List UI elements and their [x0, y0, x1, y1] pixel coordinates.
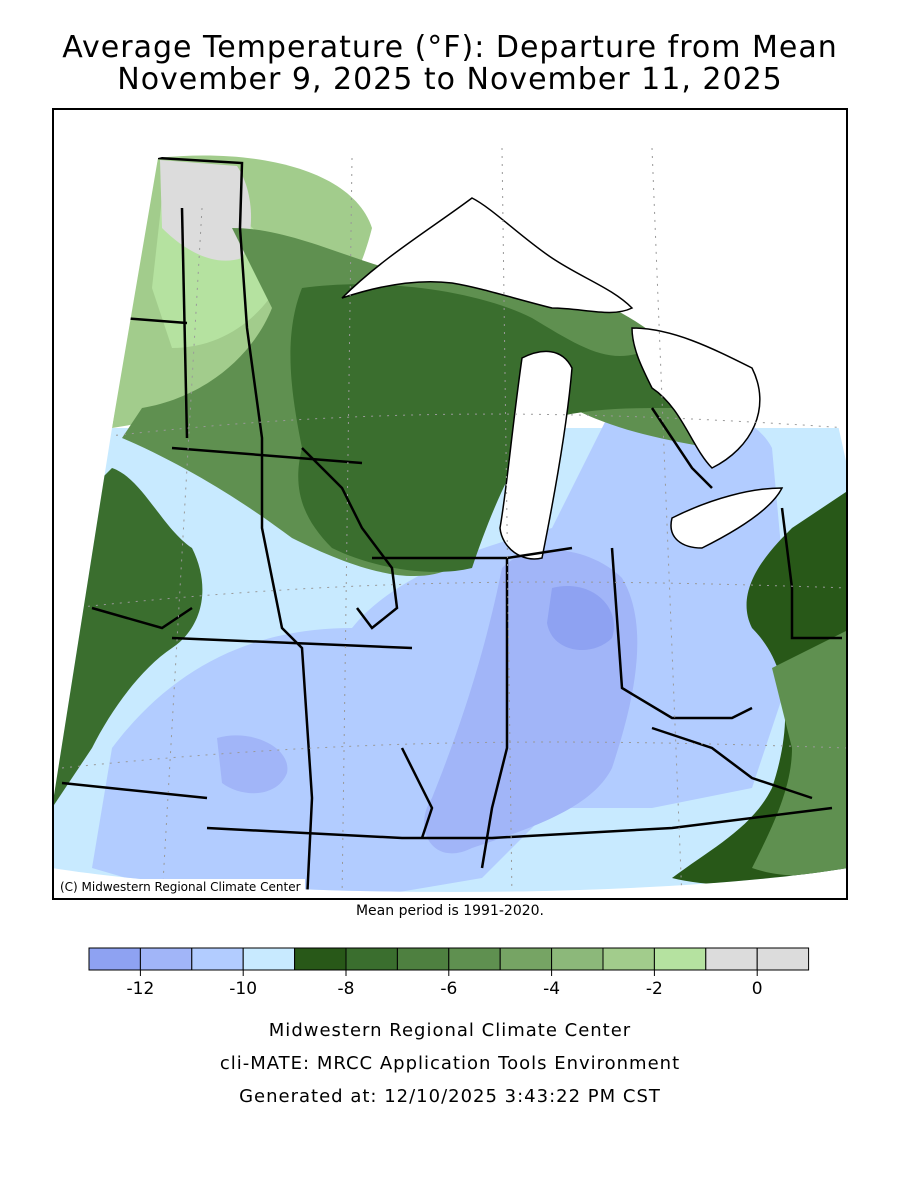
legend-swatch: [88, 947, 141, 971]
footer-organization: Midwestern Regional Climate Center: [268, 1020, 632, 1041]
lake-michigan: [499, 350, 573, 560]
legend-swatch: [294, 947, 347, 971]
legend-swatch: [602, 947, 655, 971]
legend-tick-label: -2: [646, 979, 663, 999]
region-green-southeast: [752, 628, 848, 876]
region-green-dark: [290, 284, 672, 572]
legend-swatch: [551, 947, 604, 971]
legend-swatch: [345, 947, 398, 971]
region-blue-dark-center: [547, 586, 614, 650]
map-frame: [52, 108, 848, 900]
footer-tool-name: cli-MATE: MRCC Application Tools Environ…: [219, 1053, 681, 1074]
legend-swatch: [139, 947, 193, 971]
state-borders: [61, 156, 842, 892]
legend-swatch: [191, 947, 244, 971]
mean-period-note: Mean period is 1991-2020.: [355, 903, 545, 919]
legend-swatch: [756, 947, 810, 971]
legend-tick-label: -6: [440, 979, 457, 999]
legend-swatch: [499, 947, 553, 971]
lake-huron: [631, 327, 761, 469]
legend-tick-label: -12: [127, 979, 155, 999]
legend-swatch: [242, 947, 296, 971]
lake-erie: [670, 487, 784, 549]
legend-tick-label: -10: [229, 979, 257, 999]
legend-tick-label: -8: [338, 979, 355, 999]
temperature-departure-map: [52, 108, 848, 900]
color-legend: -12 -10 -8 -6 -4 -2 0: [88, 947, 810, 999]
legend-tick-label: -4: [543, 979, 560, 999]
region-blue-dark-west: [217, 735, 288, 794]
lat-lon-grid: [61, 147, 848, 892]
lake-superior: [341, 197, 634, 314]
legend-tick-label: 0: [752, 979, 763, 999]
legend-swatch: [653, 947, 707, 971]
legend-swatch: [705, 947, 758, 971]
map-date-range: November 9, 2025 to November 11, 2025: [117, 62, 783, 97]
legend-swatch: [396, 947, 450, 971]
copyright-label: (C) Midwestern Regional Climate Center: [56, 879, 305, 895]
map-title: Average Temperature (°F): Departure from…: [62, 30, 838, 65]
footer-generated-time: Generated at: 12/10/2025 3:43:22 PM CST: [239, 1086, 661, 1107]
legend-swatch: [448, 947, 501, 971]
